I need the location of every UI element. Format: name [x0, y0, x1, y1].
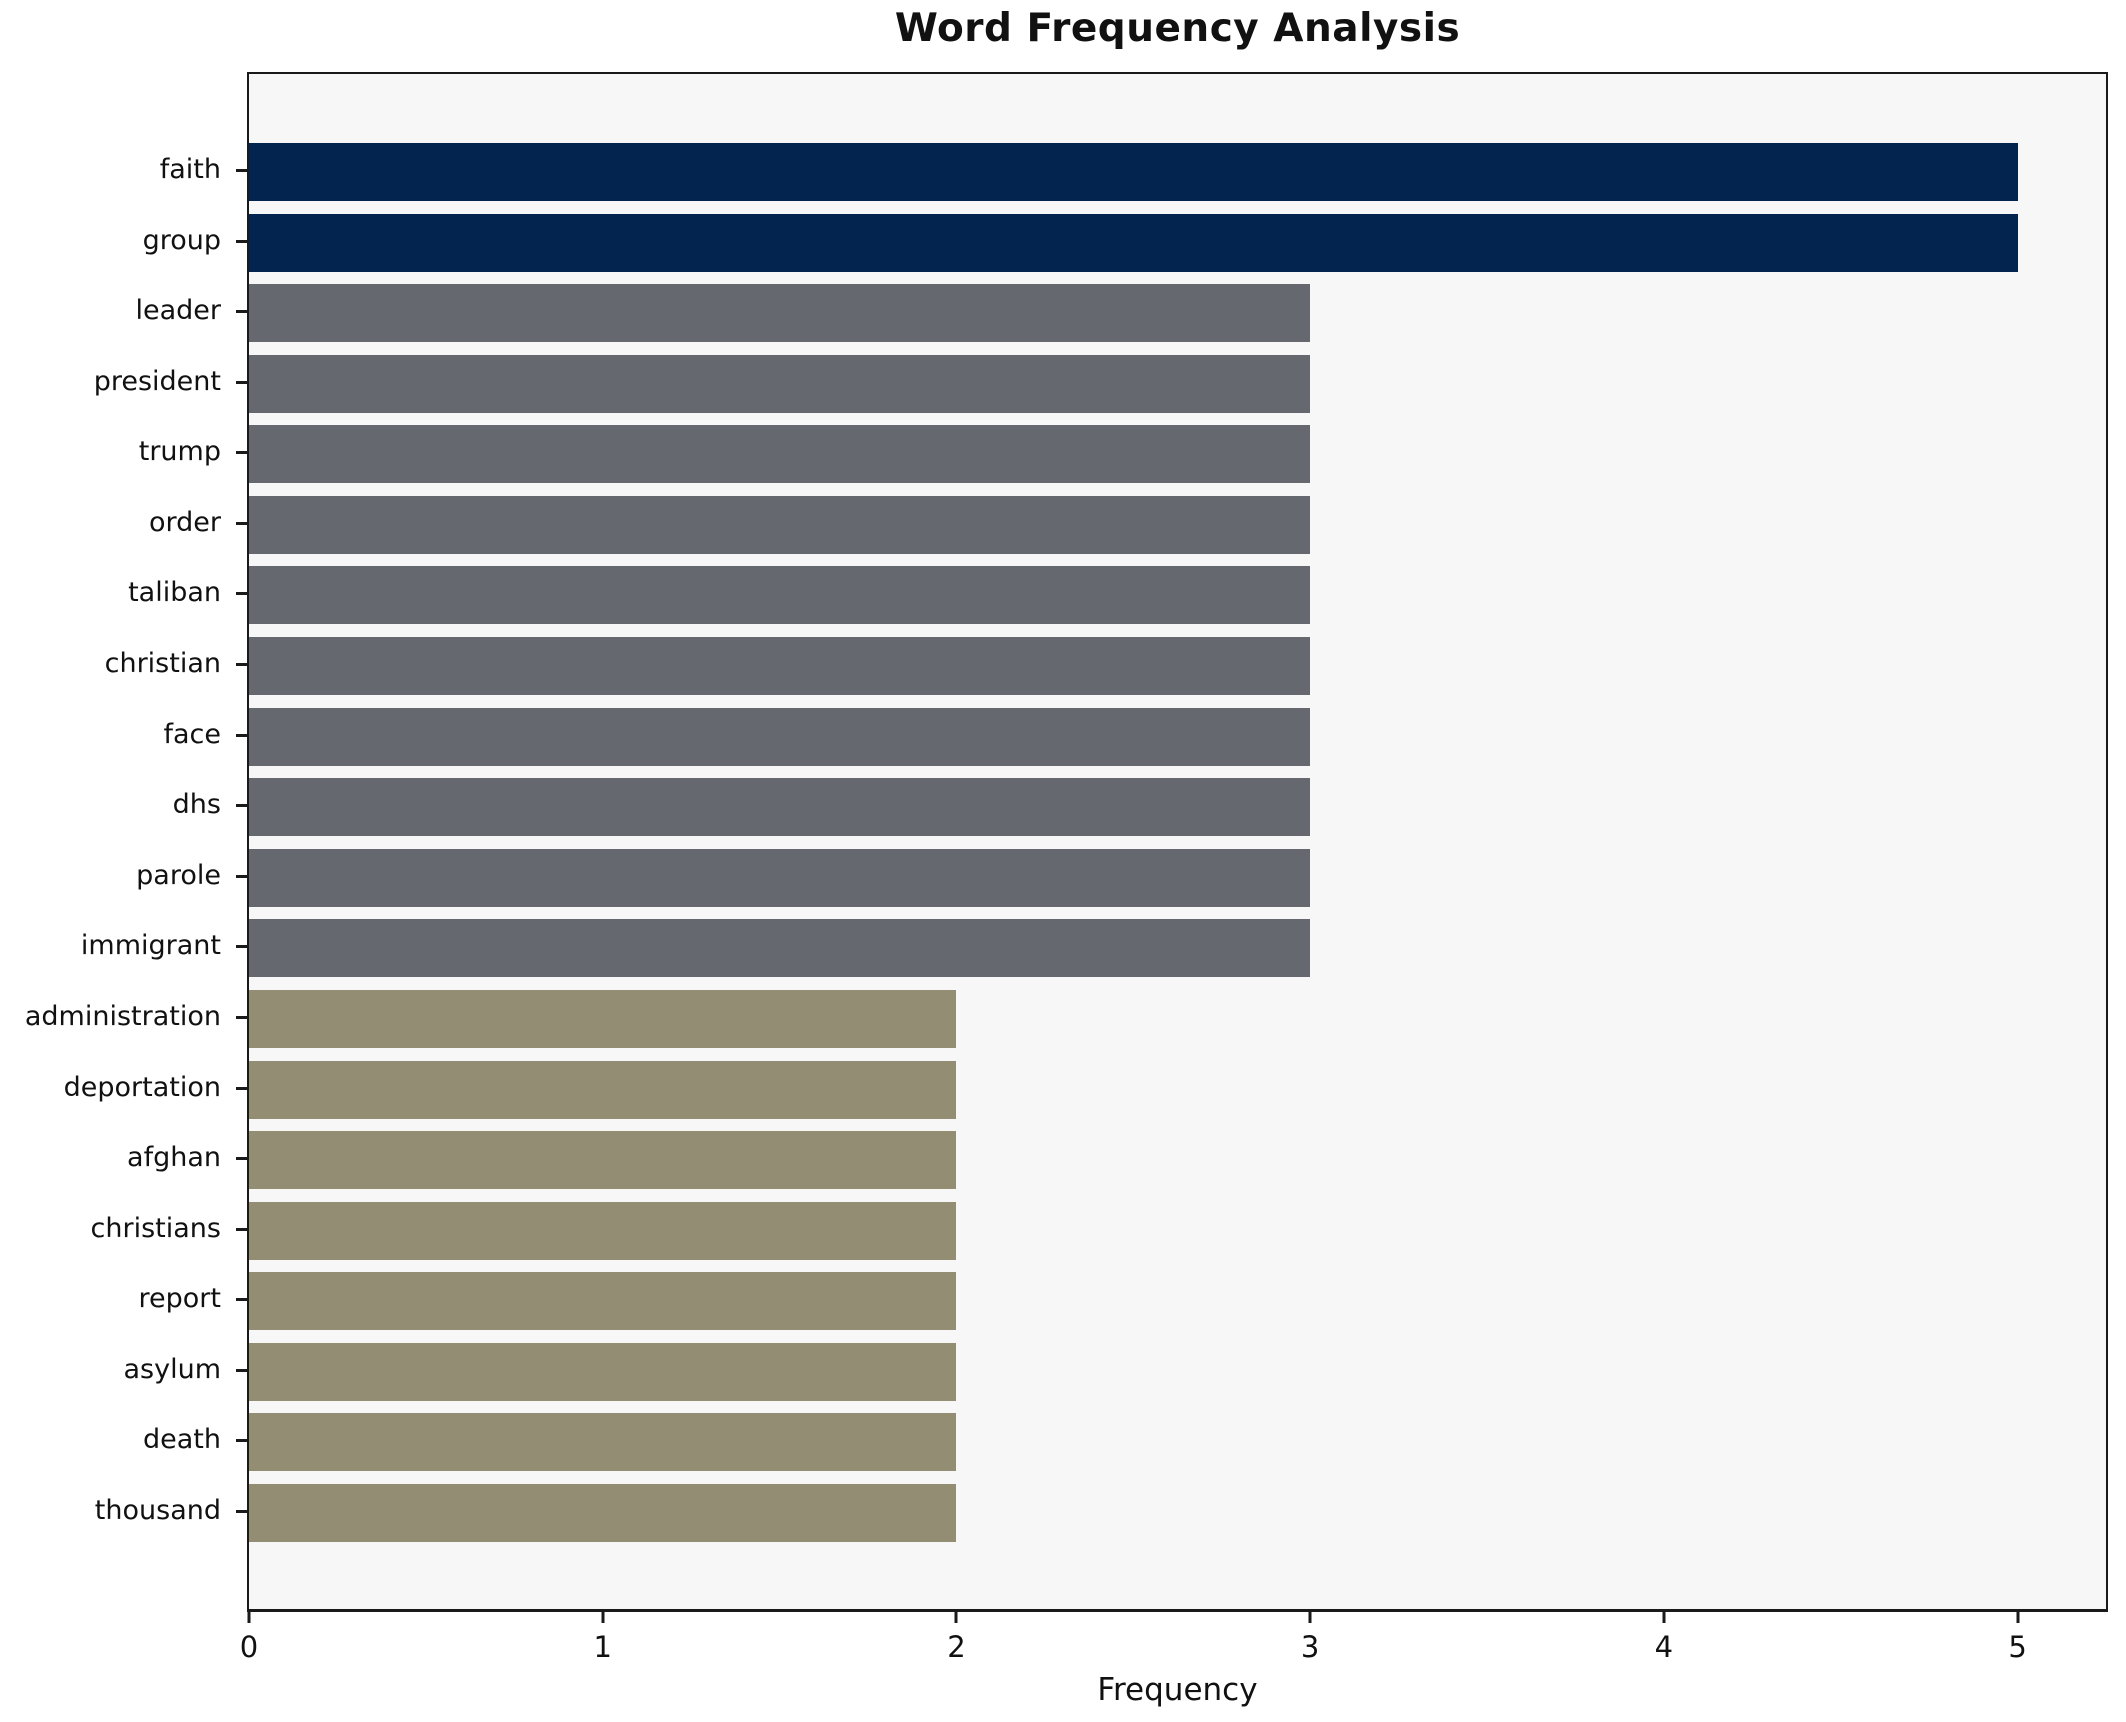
x-tick-mark [1308, 1612, 1312, 1623]
x-axis-title: Frequency [1097, 1672, 1258, 1708]
bar-trump [249, 425, 1311, 484]
y-tick-label-taliban: taliban [128, 577, 221, 609]
y-tick-mark [236, 239, 247, 243]
y-tick-mark [236, 169, 247, 172]
y-tick-mark [236, 1157, 247, 1161]
y-tick-label-asylum: asylum [123, 1353, 221, 1385]
bar-dhs [249, 778, 1311, 837]
x-tick-mark [1662, 1612, 1666, 1623]
y-tick-label-administration: administration [24, 1000, 221, 1032]
y-tick-mark [236, 380, 247, 384]
bar-deportation [249, 1060, 957, 1119]
y-tick-mark [236, 1086, 247, 1090]
y-tick-label-group: group [142, 224, 221, 256]
x-tick-label-3: 3 [1300, 1630, 1320, 1664]
y-tick-mark [236, 874, 247, 878]
y-tick-mark [236, 733, 247, 737]
x-tick-mark [601, 1612, 605, 1623]
bar-parole [249, 848, 1311, 907]
y-tick-mark [236, 1368, 247, 1372]
y-axis: faith group leader president trump order talib… [0, 72, 247, 1612]
bar-immigrant [249, 919, 1311, 978]
y-tick-mark [236, 451, 247, 455]
y-tick-mark [236, 1015, 247, 1019]
y-tick-label-afghan: afghan [127, 1142, 221, 1174]
bar-report [249, 1272, 957, 1331]
y-tick-mark [236, 310, 247, 314]
bar-face [249, 707, 1311, 766]
y-tick-mark [236, 1510, 247, 1514]
x-tick-label-2: 2 [947, 1630, 966, 1664]
y-tick-label-death: death [143, 1424, 221, 1456]
y-tick-label-deportation: deportation [63, 1071, 221, 1103]
y-tick-mark [236, 663, 247, 667]
bar-group [249, 213, 2018, 272]
bar-afghan [249, 1131, 957, 1190]
y-tick-label-leader: leader [135, 295, 221, 327]
y-tick-label-face: face [163, 718, 221, 750]
y-tick-mark [236, 1298, 247, 1302]
y-tick-mark [236, 1227, 247, 1231]
chart-title: Word Frequency Analysis [894, 6, 1461, 51]
y-tick-label-immigrant: immigrant [80, 930, 221, 962]
bar-death [249, 1413, 957, 1472]
plot-area [247, 72, 2108, 1612]
y-tick-label-trump: trump [138, 436, 221, 468]
x-tick-label-4: 4 [1654, 1630, 1674, 1664]
y-tick-mark [236, 521, 247, 525]
y-tick-mark [236, 592, 247, 596]
bar-president [249, 354, 1311, 413]
x-tick-label-1: 1 [593, 1630, 612, 1664]
y-tick-mark [236, 804, 247, 808]
y-tick-label-thousand: thousand [94, 1495, 221, 1527]
bar-thousand [249, 1484, 957, 1543]
bar-taliban [249, 566, 1311, 625]
bar-leader [249, 284, 1311, 343]
y-tick-mark [236, 945, 247, 949]
bar-christians [249, 1201, 957, 1260]
y-tick-label-report: report [138, 1283, 221, 1315]
bar-christian [249, 637, 1311, 696]
y-tick-label-christians: christians [90, 1212, 221, 1244]
x-tick-label-0: 0 [239, 1630, 259, 1664]
bar-order [249, 495, 1311, 554]
y-tick-label-order: order [149, 506, 221, 538]
x-tick-label-5: 5 [2008, 1630, 2027, 1664]
y-tick-label-president: president [93, 365, 221, 397]
x-tick-mark [2016, 1612, 2020, 1623]
y-tick-mark [236, 1439, 247, 1443]
y-tick-label-faith: faith [159, 154, 221, 185]
y-tick-label-parole: parole [136, 859, 221, 891]
bar-faith [249, 143, 2018, 201]
y-tick-label-dhs: dhs [172, 789, 221, 821]
bar-administration [249, 989, 957, 1048]
y-tick-label-christian: christian [104, 648, 221, 680]
x-tick-mark [954, 1612, 958, 1623]
bar-asylum [249, 1342, 957, 1401]
x-tick-mark [247, 1612, 251, 1623]
